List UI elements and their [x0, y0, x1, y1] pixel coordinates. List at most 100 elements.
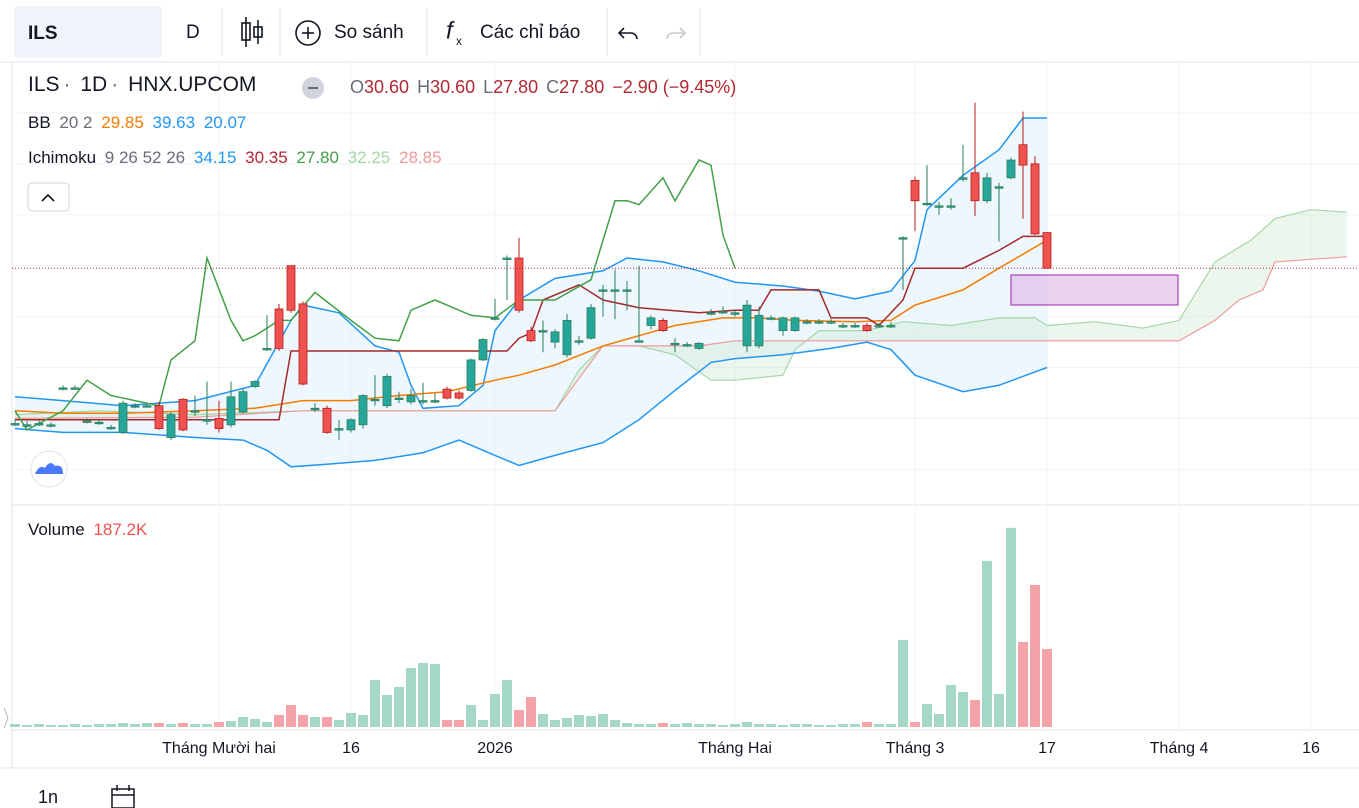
volume-bar: [718, 724, 728, 727]
candle-body: [202, 419, 212, 422]
toolbar-indicators[interactable]: Các chỉ báo: [480, 22, 580, 43]
compare-icon[interactable]: [295, 20, 321, 46]
volume-bar: [586, 715, 596, 727]
undo-icon[interactable]: [617, 27, 638, 40]
toolbar-compare[interactable]: So sánh: [334, 22, 404, 43]
candle-body: [718, 311, 728, 314]
candle-body: [814, 321, 824, 324]
collapse-button[interactable]: [27, 182, 70, 212]
volume-bar: [454, 719, 464, 727]
candle-body: [298, 303, 308, 385]
candle-body: [34, 423, 44, 426]
volume-bar: [394, 686, 404, 727]
candle-body: [862, 325, 872, 332]
volume-bar: [190, 723, 200, 727]
volume-bar: [70, 723, 80, 727]
candle-body: [742, 304, 752, 347]
ohlc-value: 27.80: [493, 77, 539, 97]
candle-body: [178, 398, 188, 431]
volume-bar: [574, 714, 584, 727]
volume-bar: [502, 679, 512, 727]
volume-bar: [34, 723, 44, 727]
volume-bar: [118, 722, 128, 727]
side-handle[interactable]: [3, 707, 9, 729]
candle-icon[interactable]: [241, 17, 263, 47]
volume-bar: [622, 722, 632, 727]
plot: Tháng Mười hai 16 2026 Tháng Hai Tháng 3 17 Th…: [10, 62, 1359, 757]
volume-bar: [298, 714, 308, 727]
candle-body: [934, 205, 944, 208]
candle-body: [238, 391, 248, 413]
ohlc-label: O: [350, 77, 365, 97]
candle-body: [682, 344, 692, 347]
ichimoku-span-b: 28.85: [398, 148, 442, 167]
toolbar-interval[interactable]: D: [186, 22, 200, 43]
candle-body: [598, 289, 608, 292]
volume-bar: [730, 723, 740, 727]
volume-bar: [562, 717, 572, 727]
volume-bar: [418, 662, 428, 727]
volume-bar: [898, 639, 908, 727]
candle-body: [346, 419, 356, 431]
volume-bar: [346, 712, 356, 727]
symbol-box[interactable]: [14, 6, 162, 58]
candle-body: [94, 421, 104, 425]
candle-body: [802, 321, 812, 324]
volume-bar: [814, 724, 824, 727]
volume-bar: [754, 723, 764, 727]
toolbar-symbol[interactable]: ILS: [28, 23, 58, 44]
x-tick-label: 2026: [477, 740, 513, 757]
fx-icon[interactable]: f: [446, 17, 455, 44]
candle-body: [130, 405, 140, 408]
volume-bar: [130, 723, 140, 727]
volume-bar: [274, 714, 284, 727]
candle-body: [910, 179, 920, 202]
ohlc-label: L: [483, 77, 494, 97]
ohlc-change: −2.90 (−9.45%): [612, 77, 737, 97]
candle-body: [1042, 232, 1052, 269]
candle-body: [982, 177, 992, 202]
volume-bar: [106, 723, 116, 727]
x-tick-label: Tháng Mười hai: [162, 740, 276, 757]
candle-body: [58, 387, 68, 390]
candle-body: [154, 405, 164, 430]
volume-bar: [430, 663, 440, 727]
candle-body: [10, 423, 20, 426]
volume-bar: [778, 724, 788, 727]
range-button[interactable]: 1n: [38, 787, 58, 807]
candle-body: [778, 317, 788, 332]
volume-bar: [982, 560, 992, 727]
volume-bar: [850, 723, 860, 727]
redo-icon[interactable]: [666, 27, 687, 40]
volume-bar: [166, 723, 176, 727]
candle-body: [358, 395, 368, 426]
candle-body: [958, 177, 968, 180]
candle-body: [574, 340, 584, 343]
calendar-icon[interactable]: [111, 785, 135, 808]
volume-bar: [310, 716, 320, 727]
candle-body: [466, 359, 476, 391]
candle-body: [838, 325, 848, 328]
volume-bar: [694, 723, 704, 727]
legend-interval: 1D: [80, 73, 108, 96]
volume-bar: [766, 723, 776, 727]
volume-bar: [142, 722, 152, 727]
candle-body: [730, 312, 740, 315]
candle-body: [790, 317, 800, 332]
volume-bar: [334, 719, 344, 727]
volume-bar: [202, 723, 212, 727]
volume-bar: [358, 714, 368, 727]
drawn-rectangle[interactable]: [1010, 274, 1179, 306]
candle-body: [994, 186, 1004, 189]
candle-body: [310, 407, 320, 411]
candle-body: [562, 320, 572, 356]
volume-bar: [874, 723, 884, 727]
volume-bar: [1042, 648, 1052, 727]
candle-body: [622, 289, 632, 292]
candle-body: [274, 308, 284, 349]
volume-bar: [682, 722, 692, 727]
candle-body: [538, 330, 548, 333]
candle-body: [370, 398, 380, 402]
candle-body: [634, 340, 644, 343]
